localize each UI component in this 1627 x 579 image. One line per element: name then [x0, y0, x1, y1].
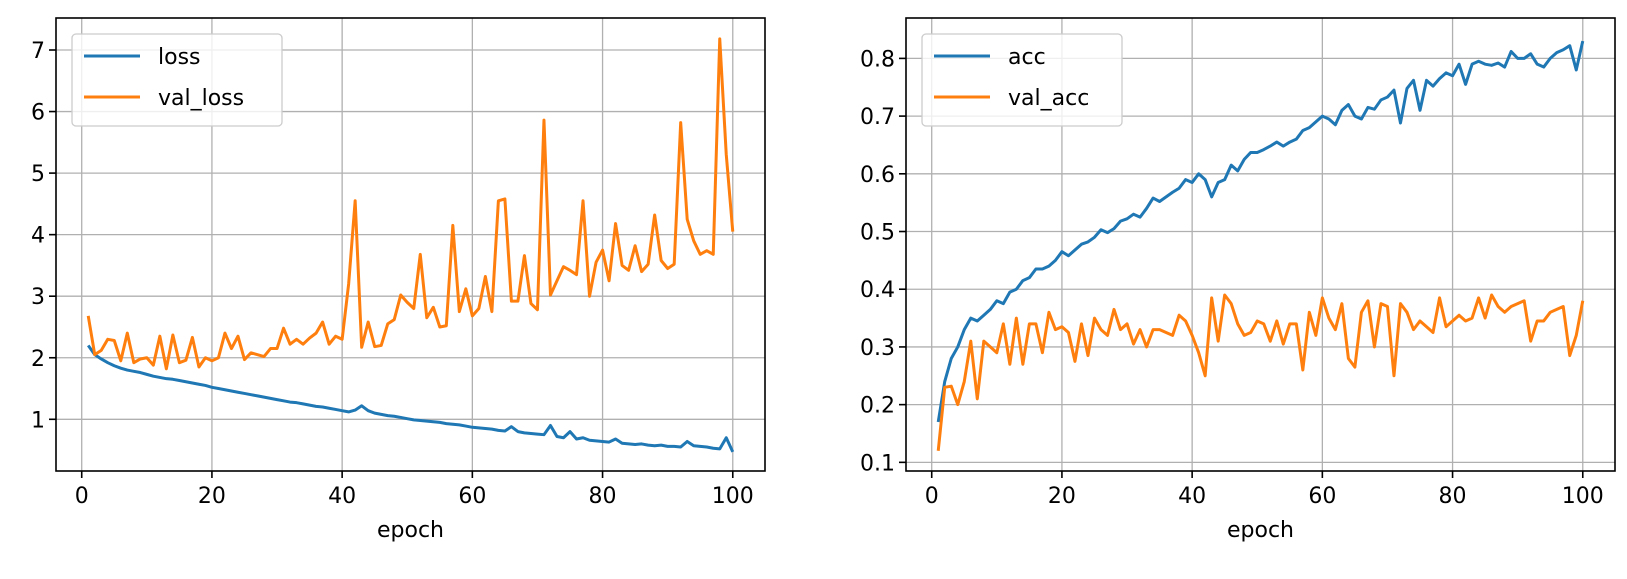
- x-tick-label: 80: [1439, 484, 1467, 509]
- series-line-loss: [87, 344, 735, 453]
- x-axis-label: epoch: [1227, 518, 1294, 543]
- x-tick-label: 20: [198, 484, 226, 509]
- x-tick-label: 100: [1562, 484, 1604, 509]
- legend: acc val_acc: [921, 33, 1123, 127]
- y-tick-label: 4: [31, 224, 45, 249]
- y-tick-label: 2: [31, 347, 45, 372]
- x-tick-label: 20: [1048, 484, 1076, 509]
- x-tick-label: 100: [712, 484, 754, 509]
- loss-panel: 0 20 40 60 80 100 1 2 3 4 5 6 7 epoch loss val_loss: [31, 17, 766, 543]
- y-tick-label: 0.1: [860, 451, 895, 476]
- series-line-acc: [936, 40, 1585, 423]
- y-tick-label: 0.5: [860, 221, 895, 246]
- y-tick-label: 0.2: [860, 394, 895, 419]
- y-tick-label: 0.4: [860, 278, 895, 303]
- x-tick-label: 60: [458, 484, 486, 509]
- y-tick-label: 6: [31, 101, 45, 126]
- plot-frame: [55, 17, 766, 472]
- legend-label: acc: [1008, 45, 1046, 70]
- y-tick-label: 3: [31, 285, 45, 310]
- plot-frame: [905, 17, 1616, 472]
- x-axis-label: epoch: [377, 518, 444, 543]
- y-tick-label: 0.3: [860, 336, 895, 361]
- accuracy-panel: 0 20 40 60 80 100 0.1 0.2 0.3 0.4 0.5 0.6 0.7 0.8 epoc…: [860, 17, 1616, 543]
- y-tick-label: 5: [31, 162, 45, 187]
- y-tick-label: 0.8: [860, 47, 895, 72]
- series-line-val-acc: [936, 293, 1585, 451]
- legend-label: val_loss: [158, 86, 244, 111]
- y-tick-label: 0.6: [860, 163, 895, 188]
- x-tick-label: 60: [1308, 484, 1336, 509]
- x-tick-label: 0: [75, 484, 89, 509]
- y-tick-label: 0.7: [860, 105, 895, 130]
- series-line-val-loss: [86, 37, 735, 371]
- legend-label: loss: [158, 45, 201, 70]
- x-tick-label: 80: [589, 484, 617, 509]
- y-tick-label: 1: [31, 408, 45, 433]
- legend: loss val_loss: [71, 33, 283, 127]
- legend-label: val_acc: [1008, 86, 1089, 111]
- y-tick-label: 7: [31, 39, 45, 64]
- x-tick-label: 40: [328, 484, 356, 509]
- x-tick-label: 40: [1178, 484, 1206, 509]
- x-tick-label: 0: [925, 484, 939, 509]
